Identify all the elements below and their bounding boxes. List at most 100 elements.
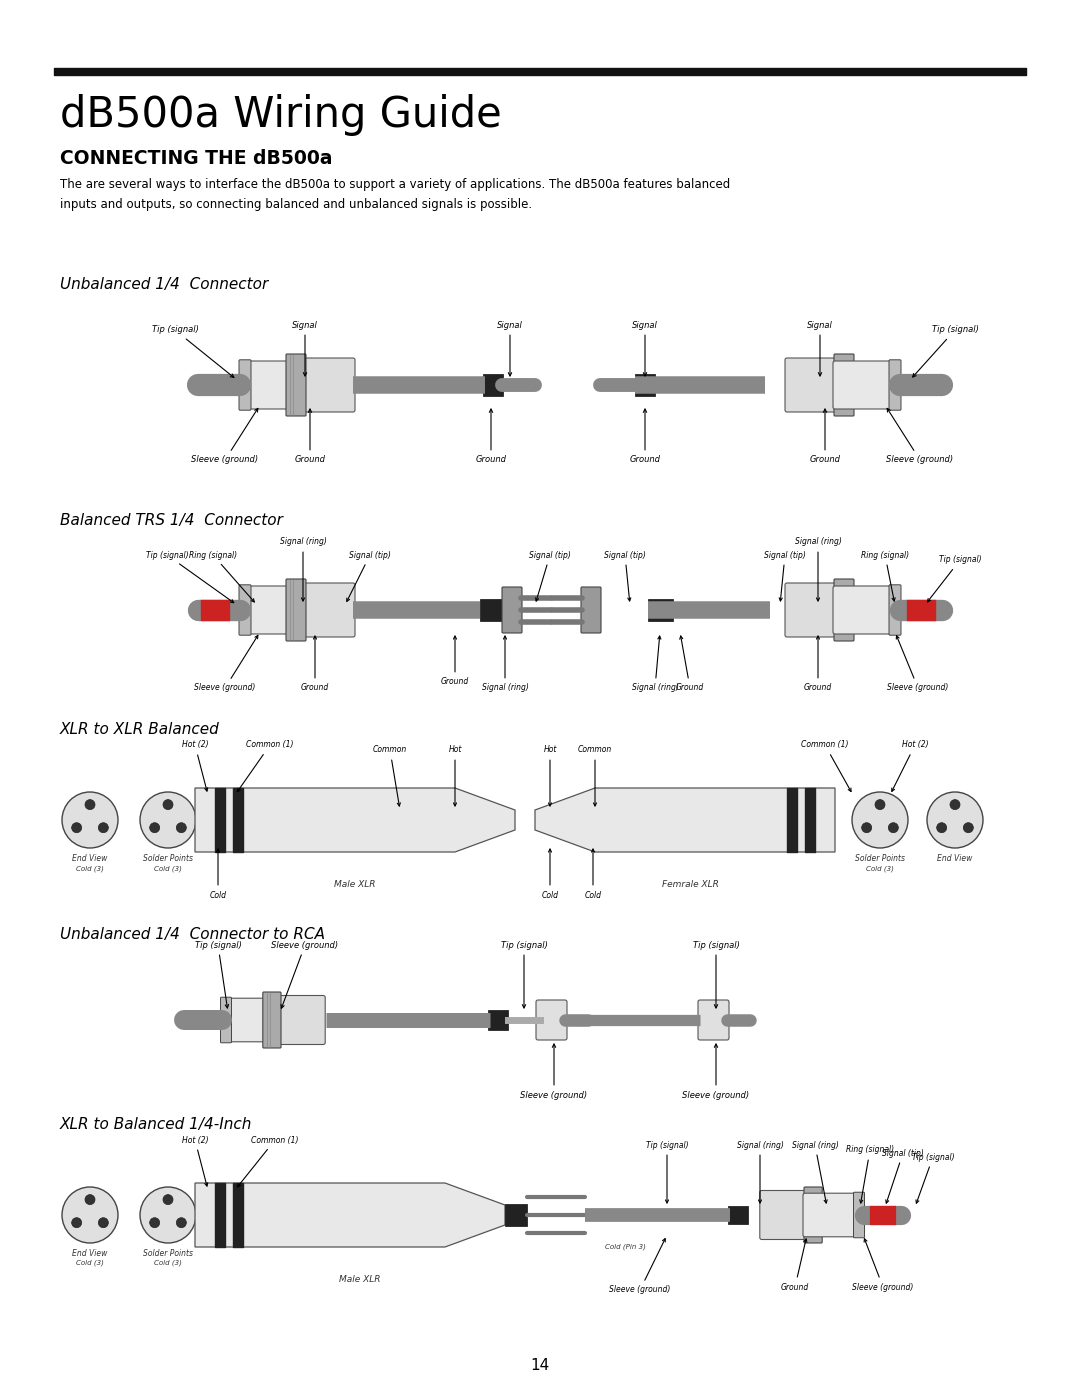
Text: Ring (signal): Ring (signal) bbox=[846, 1146, 894, 1203]
FancyBboxPatch shape bbox=[581, 587, 600, 633]
Polygon shape bbox=[195, 788, 515, 852]
Text: Common (1): Common (1) bbox=[238, 740, 294, 792]
Circle shape bbox=[140, 1187, 195, 1243]
FancyBboxPatch shape bbox=[303, 583, 355, 637]
Circle shape bbox=[150, 823, 160, 833]
Circle shape bbox=[889, 823, 899, 833]
Text: Tip (signal): Tip (signal) bbox=[194, 940, 242, 1009]
Text: Signal: Signal bbox=[632, 320, 658, 376]
Polygon shape bbox=[195, 1183, 505, 1248]
Text: End View: End View bbox=[72, 1249, 108, 1259]
Text: Ground: Ground bbox=[301, 636, 329, 693]
Circle shape bbox=[98, 1218, 108, 1228]
Text: The are several ways to interface the dB500a to support a variety of application: The are several ways to interface the dB… bbox=[60, 177, 730, 211]
Text: End View: End View bbox=[937, 854, 973, 863]
Text: Signal (tip): Signal (tip) bbox=[882, 1148, 923, 1203]
Text: Hot (2): Hot (2) bbox=[181, 1136, 208, 1186]
Text: Cold (3): Cold (3) bbox=[154, 865, 181, 872]
Text: Ring (signal): Ring (signal) bbox=[189, 550, 255, 602]
Bar bbox=[728, 1206, 748, 1224]
Text: Solder Points: Solder Points bbox=[143, 854, 193, 863]
Text: Balanced TRS 1/4  Connector: Balanced TRS 1/4 Connector bbox=[60, 513, 283, 528]
Text: Hot: Hot bbox=[543, 746, 556, 806]
FancyBboxPatch shape bbox=[834, 578, 854, 641]
FancyBboxPatch shape bbox=[286, 578, 306, 641]
Bar bbox=[635, 374, 654, 397]
Text: Tip (signal): Tip (signal) bbox=[146, 550, 233, 602]
Text: Ground: Ground bbox=[295, 409, 325, 464]
FancyBboxPatch shape bbox=[804, 1193, 856, 1236]
Circle shape bbox=[852, 792, 908, 848]
Text: Sleeve (ground): Sleeve (ground) bbox=[271, 940, 338, 1009]
Text: Signal (tip): Signal (tip) bbox=[604, 550, 646, 601]
FancyBboxPatch shape bbox=[833, 585, 892, 634]
Circle shape bbox=[963, 823, 973, 833]
Circle shape bbox=[862, 823, 872, 833]
FancyBboxPatch shape bbox=[286, 353, 306, 416]
Circle shape bbox=[176, 823, 187, 833]
FancyBboxPatch shape bbox=[785, 358, 837, 412]
FancyBboxPatch shape bbox=[262, 992, 281, 1048]
FancyBboxPatch shape bbox=[248, 360, 307, 409]
Text: Ring (signal): Ring (signal) bbox=[861, 550, 909, 601]
Text: Cold (Pin 3): Cold (Pin 3) bbox=[605, 1243, 646, 1249]
Text: XLR to Balanced 1/4-Inch: XLR to Balanced 1/4-Inch bbox=[60, 1118, 253, 1133]
Text: Sleeve (ground): Sleeve (ground) bbox=[521, 1044, 588, 1099]
Text: Tip (signal): Tip (signal) bbox=[912, 1153, 955, 1203]
Circle shape bbox=[98, 823, 108, 833]
FancyBboxPatch shape bbox=[502, 587, 522, 633]
Text: Signal (ring): Signal (ring) bbox=[795, 538, 841, 601]
Text: Common (1): Common (1) bbox=[801, 740, 851, 792]
Text: Signal: Signal bbox=[807, 320, 833, 376]
Text: Signal (tip): Signal (tip) bbox=[529, 550, 571, 601]
FancyBboxPatch shape bbox=[833, 360, 892, 409]
Text: Signal (ring): Signal (ring) bbox=[792, 1140, 838, 1203]
Text: Cold (3): Cold (3) bbox=[76, 1260, 104, 1267]
FancyBboxPatch shape bbox=[220, 997, 231, 1042]
FancyBboxPatch shape bbox=[834, 353, 854, 416]
Text: Ground: Ground bbox=[781, 1239, 809, 1291]
Bar bbox=[488, 1010, 508, 1031]
Circle shape bbox=[875, 799, 885, 810]
Text: Common: Common bbox=[373, 746, 407, 806]
Text: End View: End View bbox=[72, 854, 108, 863]
FancyBboxPatch shape bbox=[248, 585, 307, 634]
Text: Signal (ring): Signal (ring) bbox=[632, 636, 678, 693]
FancyBboxPatch shape bbox=[303, 358, 355, 412]
Text: Tip (signal): Tip (signal) bbox=[151, 326, 234, 377]
Text: Signal (ring): Signal (ring) bbox=[737, 1140, 783, 1203]
Text: Sleeve (ground): Sleeve (ground) bbox=[194, 636, 258, 693]
Text: Signal: Signal bbox=[292, 320, 318, 376]
Text: Cold: Cold bbox=[210, 849, 227, 900]
Text: Signal (ring): Signal (ring) bbox=[280, 538, 326, 601]
Text: Cold: Cold bbox=[541, 849, 558, 900]
Text: Ground: Ground bbox=[810, 409, 840, 464]
Text: Sleeve (ground): Sleeve (ground) bbox=[191, 408, 258, 464]
FancyBboxPatch shape bbox=[760, 1190, 807, 1239]
Bar bbox=[648, 599, 673, 622]
FancyBboxPatch shape bbox=[239, 360, 251, 411]
Text: XLR to XLR Balanced: XLR to XLR Balanced bbox=[60, 722, 219, 738]
Text: Cold (3): Cold (3) bbox=[76, 865, 104, 872]
Text: 14: 14 bbox=[530, 1358, 550, 1372]
Circle shape bbox=[150, 1218, 160, 1228]
Circle shape bbox=[85, 1194, 95, 1204]
Circle shape bbox=[62, 1187, 118, 1243]
Text: Sleeve (ground): Sleeve (ground) bbox=[887, 408, 954, 464]
Circle shape bbox=[163, 1194, 173, 1204]
Text: Unbalanced 1/4  Connector to RCA: Unbalanced 1/4 Connector to RCA bbox=[60, 928, 325, 943]
Polygon shape bbox=[535, 788, 835, 852]
Text: Ground: Ground bbox=[475, 409, 507, 464]
FancyBboxPatch shape bbox=[239, 585, 251, 636]
Circle shape bbox=[71, 1218, 82, 1228]
Circle shape bbox=[140, 792, 195, 848]
Text: Tip (signal): Tip (signal) bbox=[500, 940, 548, 1009]
Text: Sleeve (ground): Sleeve (ground) bbox=[852, 1239, 914, 1291]
Circle shape bbox=[71, 823, 82, 833]
Bar bbox=[483, 374, 503, 397]
FancyBboxPatch shape bbox=[853, 1192, 864, 1238]
Text: Hot (2): Hot (2) bbox=[181, 740, 208, 791]
FancyBboxPatch shape bbox=[536, 1000, 567, 1039]
FancyBboxPatch shape bbox=[804, 1187, 822, 1243]
Text: Sleeve (ground): Sleeve (ground) bbox=[609, 1239, 671, 1295]
